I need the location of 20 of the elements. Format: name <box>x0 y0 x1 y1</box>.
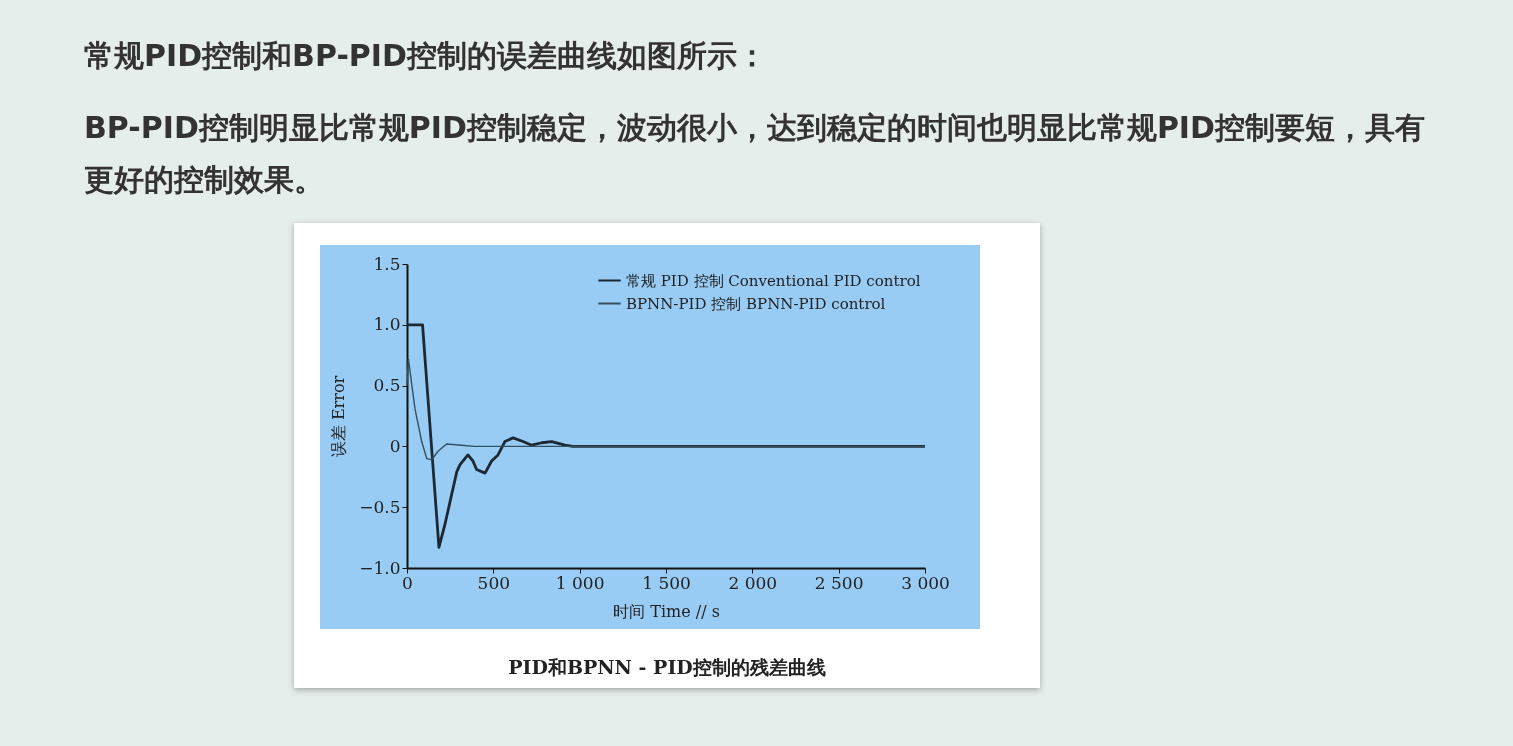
y-tick-label: −0.5 <box>359 496 401 517</box>
line-series <box>406 358 926 461</box>
x-tick-label: 1 500 <box>642 572 691 593</box>
text: PID和BPNN - PID控制的残差曲线 <box>507 655 827 680</box>
x-tick-label: 2 500 <box>814 572 864 593</box>
y-tick-label: −1.0 <box>359 557 401 578</box>
chart-subtitle: BP-PID控制明显比常规PID控制稳定，波动很小，达到稳定的时间也明显比常规PID控制要短，具有更好的控制效果。 <box>84 109 1426 199</box>
x-axis-title: 时间 Time // s <box>613 601 720 621</box>
x-tick-label: 1 000 <box>555 572 605 593</box>
y-axis-title: 误差 Error <box>329 375 349 458</box>
legend-label: 常规 PID 控制 Conventional PID control <box>626 271 921 290</box>
legend-label: BPNN-PID 控制 BPNN-PID control <box>626 294 886 313</box>
x-tick-label: 3 000 <box>901 572 950 593</box>
y-tick-label: 0.5 <box>373 375 401 396</box>
x-tick-label: 500 <box>477 572 511 593</box>
y-tick-label: 1.5 <box>373 253 401 274</box>
x-tick-label: 2 000 <box>728 572 778 593</box>
y-tick-label: 0 <box>389 435 401 456</box>
y-tick-label: 1.0 <box>373 314 401 335</box>
chart-title: 常规PID控制和BP-PID控制的误差曲线如图所示： <box>84 37 767 75</box>
